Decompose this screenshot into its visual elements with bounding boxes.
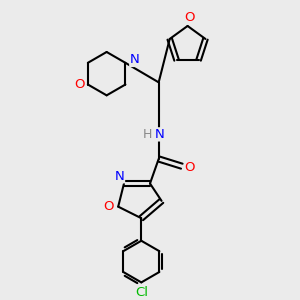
Text: H: H — [143, 128, 152, 141]
Text: O: O — [184, 161, 195, 174]
Text: N: N — [115, 170, 124, 183]
Text: O: O — [184, 11, 194, 24]
Text: N: N — [130, 53, 140, 66]
Text: O: O — [74, 78, 84, 91]
Text: Cl: Cl — [135, 286, 148, 299]
Text: N: N — [155, 128, 165, 141]
Text: O: O — [104, 200, 114, 213]
